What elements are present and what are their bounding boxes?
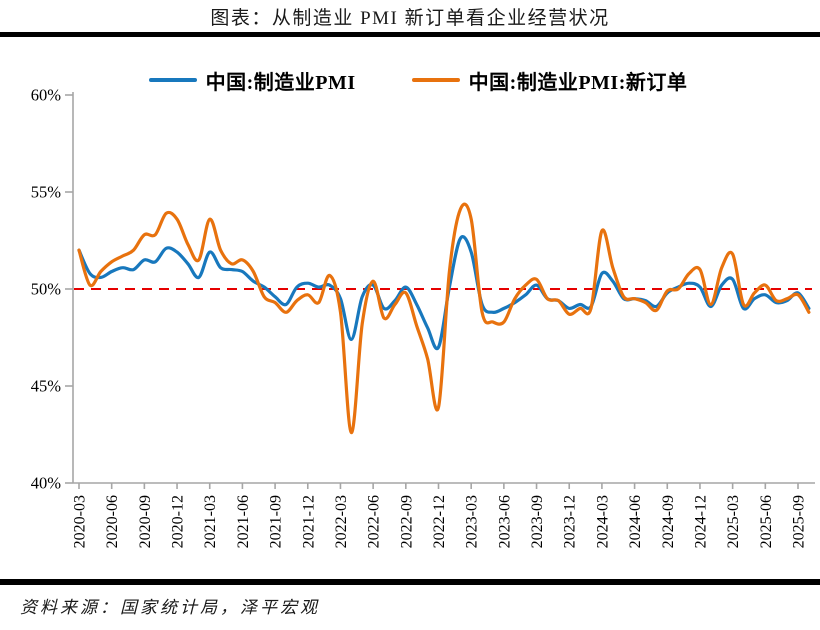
- new-orders-line: [77, 202, 811, 435]
- x-tick-label: 2020-06: [104, 495, 121, 548]
- chart-title: 图表：从制造业 PMI 新订单看企业经营状况: [210, 8, 610, 29]
- x-tick-labels: 2020-03 2020-06 2020-09 2020-12 2021-03 2021-…: [72, 483, 808, 548]
- x-tick-label: 2023-09: [529, 495, 546, 548]
- x-tick-label: 2021-06: [235, 495, 252, 548]
- y-tick-labels: 60% 55% 50% 45% 40%: [31, 86, 73, 493]
- x-tick-label: 2021-03: [202, 495, 219, 548]
- pmi-line-swatch: [148, 78, 197, 82]
- x-tick-label: 2021-12: [300, 495, 317, 548]
- x-tick-label: 2020-12: [170, 495, 187, 548]
- x-tick-label: 2022-09: [398, 495, 415, 548]
- x-tick-label: 2022-03: [333, 495, 350, 548]
- x-tick-label: 2025-03: [725, 495, 742, 548]
- x-tick-label: 2023-03: [464, 495, 481, 548]
- y-tick-label: 55%: [31, 183, 62, 202]
- legend: 中国:制造业PMI 中国:制造业PMI:新订单: [0, 64, 820, 96]
- x-tick-label: 2020-03: [72, 495, 89, 548]
- y-tick-label: 60%: [31, 86, 62, 105]
- top-divider: [0, 32, 820, 37]
- x-tick-label: 2024-03: [594, 495, 611, 548]
- y-tick-label: 40%: [31, 474, 62, 493]
- legend-label-pmi: 中国:制造业PMI: [205, 71, 356, 94]
- pmi-line: [77, 235, 811, 351]
- legend-item-new-orders: 中国:制造业PMI:新订单: [411, 66, 688, 95]
- axes: [72, 92, 815, 484]
- x-tick-label: 2025-06: [758, 495, 775, 548]
- x-tick-label: 2025-09: [791, 495, 808, 548]
- x-tick-label: 2024-09: [660, 495, 677, 548]
- source-note: 资料来源：国家统计局，泽平宏观: [20, 598, 320, 617]
- legend-label-new-orders: 中国:制造业PMI:新订单: [468, 71, 688, 94]
- x-tick-label: 2022-12: [431, 495, 448, 548]
- x-tick-label: 2020-09: [137, 495, 154, 548]
- bottom-divider: [0, 579, 820, 585]
- x-tick-label: 2023-12: [562, 495, 579, 548]
- x-tick-label: 2021-09: [268, 495, 285, 548]
- x-tick-label: 2023-06: [496, 495, 513, 548]
- x-tick-label: 2024-06: [627, 495, 644, 548]
- y-tick-label: 50%: [31, 280, 62, 299]
- y-tick-label: 45%: [31, 377, 62, 396]
- legend-item-pmi: 中国:制造业PMI: [148, 66, 356, 95]
- x-tick-label: 2024-12: [693, 495, 710, 548]
- x-tick-label: 2022-06: [366, 495, 383, 548]
- new-orders-line-swatch: [411, 78, 460, 82]
